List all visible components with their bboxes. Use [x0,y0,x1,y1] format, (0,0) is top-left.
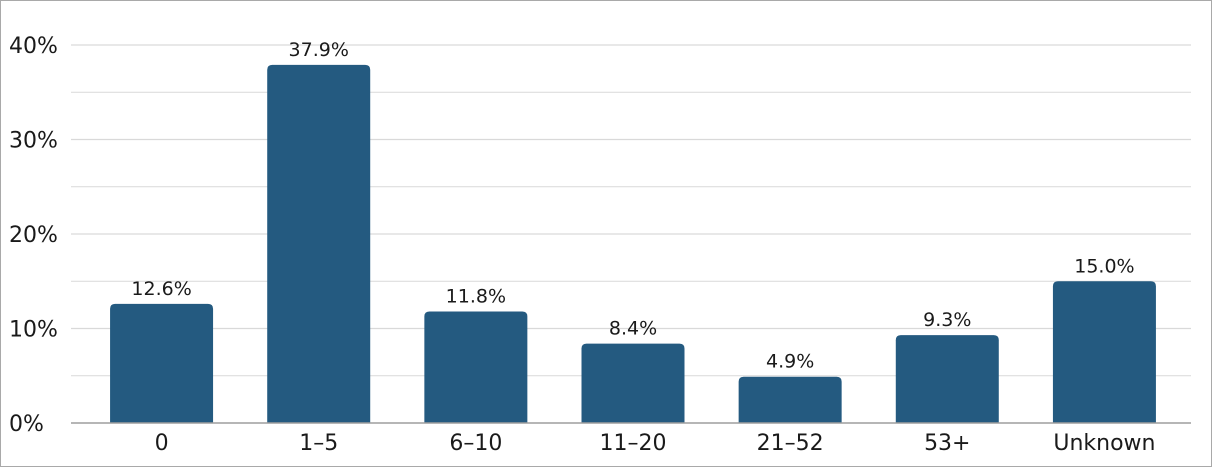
data-label: 15.0% [1074,255,1134,277]
bar [1052,281,1156,423]
x-tick-label: 1–5 [299,431,338,456]
bar [895,335,999,423]
data-label: 37.9% [289,39,349,61]
bar [267,64,371,423]
y-axis: 0% 10% 20% 30% 40% [9,34,58,437]
y-tick-label: 40% [9,34,58,59]
x-axis: 0 1–5 6–10 11–20 21–52 53+ Unknown [71,422,1191,456]
data-label: 9.3% [923,309,971,331]
bar [110,303,214,423]
data-label: 11.8% [446,285,506,307]
x-tick-label: 6–10 [449,431,502,456]
y-tick-label: 30% [9,129,58,154]
y-tick-label: 20% [9,223,58,248]
gridlines [71,44,1191,377]
data-labels: 12.6% 37.9% 11.8% 8.4% 4.9% 9.3% 15.0% [131,39,1134,373]
bars [110,64,1156,423]
x-tick-label: 21–52 [757,431,824,456]
bar [738,376,842,423]
x-tick-label: Unknown [1053,431,1155,456]
data-label: 12.6% [131,278,191,300]
bar [581,343,685,423]
bar [424,311,528,423]
y-tick-label: 0% [9,412,44,437]
x-tick-label: 53+ [924,431,970,456]
x-tick-label: 0 [155,431,169,456]
x-tick-label: 11–20 [600,431,667,456]
data-label: 8.4% [609,318,657,340]
y-tick-label: 10% [9,318,58,343]
data-label: 4.9% [766,351,814,373]
